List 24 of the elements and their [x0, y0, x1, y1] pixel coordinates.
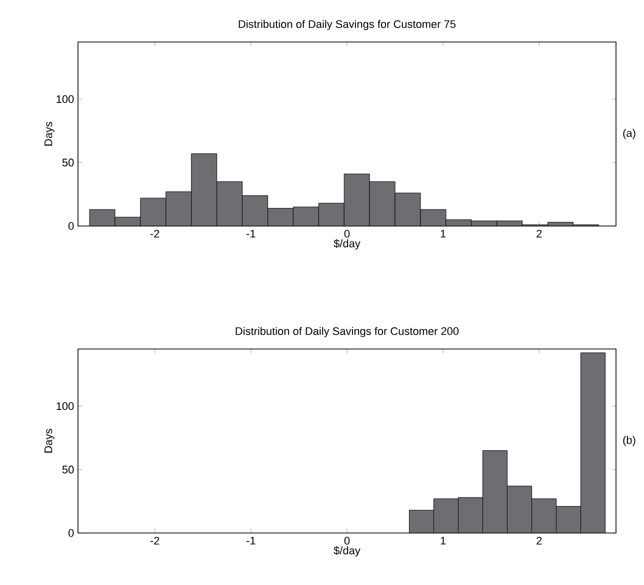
- text: (a): [623, 128, 636, 140]
- x-tick-label: 0: [344, 536, 350, 545]
- y-tick-label: 100: [56, 95, 74, 103]
- x-tick-label: 2: [536, 230, 542, 238]
- x-tick-label: 1: [440, 230, 446, 238]
- chart-title: Distribution of Daily Savings for Customer 200: [236, 326, 459, 338]
- y-tick-label: 0: [68, 529, 74, 537]
- x-axis-title: $/day: [334, 239, 360, 250]
- y-tick-label: 100: [56, 402, 74, 410]
- x-tick-label: 1: [440, 536, 446, 544]
- x-tick-label: 2: [536, 536, 542, 545]
- y-axis-title: Days: [44, 122, 54, 146]
- y-axis-title: Days: [44, 428, 54, 453]
- x-tick-label: -2: [150, 536, 160, 545]
- x-tick-label: 0: [344, 230, 350, 238]
- x-tick-label: -1: [246, 230, 256, 238]
- y-tick-label: 50: [62, 466, 74, 474]
- chart-title: Distribution of Daily Savings for Customer 75: [238, 20, 456, 30]
- x-tick-label: -2: [150, 230, 160, 238]
- y-tick-label: 0: [68, 222, 74, 230]
- y-tick-label: 50: [62, 158, 74, 166]
- x-axis-title: $/day: [334, 546, 360, 556]
- text: (b): [623, 436, 636, 446]
- x-tick-label: -1: [246, 536, 256, 544]
